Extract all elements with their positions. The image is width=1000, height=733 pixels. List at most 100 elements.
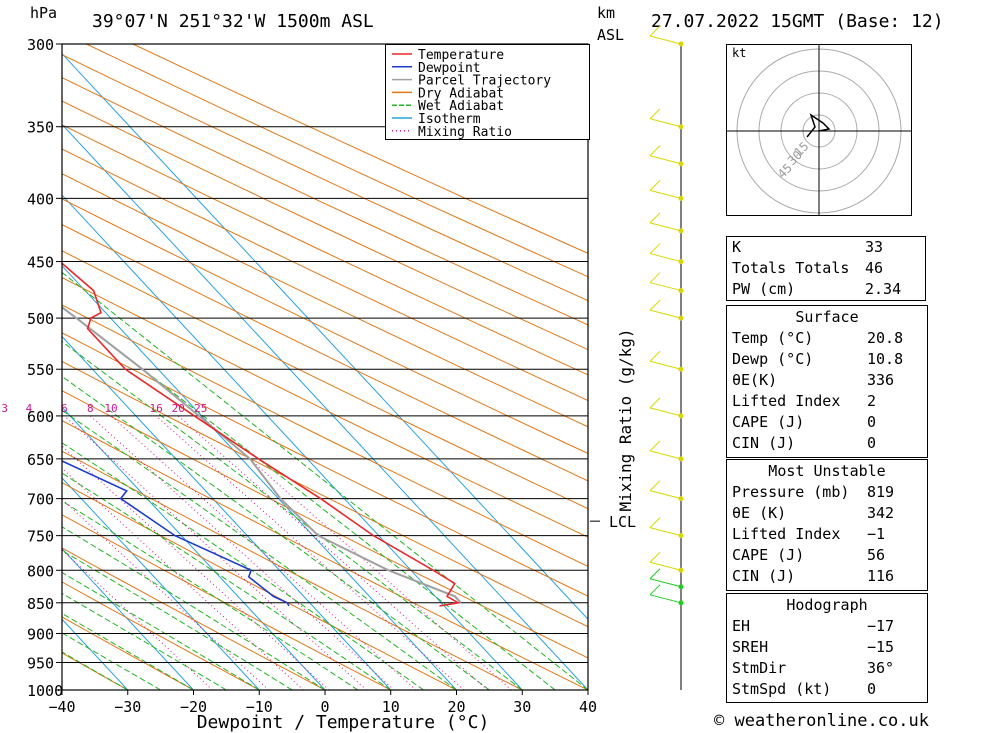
isotherm-line — [62, 194, 523, 690]
pressure-label: 1000 — [27, 682, 63, 700]
most-unstable-row-value: −1 — [867, 525, 886, 543]
mixing-ratio-label: 10 — [104, 402, 117, 415]
pressure-label: 600 — [27, 408, 54, 426]
index-row: PW (cm) 2.34 — [727, 279, 926, 301]
most-unstable-row: Pressure (mb) 819 — [727, 482, 927, 503]
wind-barb-flag — [649, 180, 661, 191]
x-tick-label: −40 — [48, 698, 75, 716]
wind-barb-flag — [649, 108, 661, 120]
wind-barb-staff — [649, 118, 682, 128]
surface-row-label: Dewp (°C) — [732, 350, 814, 368]
wind-barb-staff — [649, 594, 682, 604]
pressure-unit: hPa — [30, 4, 58, 22]
index-row-label: K — [732, 238, 742, 256]
x-tick-label: 20 — [447, 698, 465, 716]
index-row-label: PW (cm) — [732, 280, 796, 298]
surface-row-value: 0 — [867, 413, 877, 431]
index-row-value: 2.34 — [865, 280, 902, 298]
index-row-value: 33 — [865, 238, 884, 256]
wind-barb-flag — [649, 517, 661, 528]
wet-adiabat — [62, 409, 457, 690]
legend-entry: Dewpoint — [418, 61, 481, 76]
wind-barb-staff — [649, 578, 682, 588]
hodograph-unit: kt — [732, 46, 747, 60]
pressure-label: 300 — [27, 36, 54, 54]
surface-row-label: Lifted Index — [732, 392, 841, 410]
surface-row-value: 336 — [867, 371, 895, 389]
surface-row: CAPE (J) 0 — [727, 412, 927, 433]
legend-entry: Parcel Trajectory — [418, 74, 551, 89]
wind-barb-flag — [649, 584, 661, 596]
height-unit-km: km — [597, 4, 616, 22]
surface-row-value: 0 — [867, 434, 877, 452]
surface-row: Dewp (°C) 10.8 — [727, 349, 927, 370]
wind-barb-dot — [678, 124, 684, 130]
pressure-label: 900 — [27, 625, 54, 643]
wind-barb-staff — [649, 253, 682, 263]
isotherm-line — [62, 547, 194, 690]
index-row: Totals Totals 46 — [727, 258, 926, 279]
hodograph-stat-row-value: −15 — [867, 638, 895, 656]
legend-entry: Mixing Ratio — [418, 125, 512, 139]
isotherm-line — [62, 406, 326, 690]
wind-barb-flag — [649, 551, 661, 563]
index-row-label: Totals Totals — [732, 259, 850, 277]
wet-adiabat — [62, 571, 260, 690]
mixing-ratio-line — [110, 415, 417, 690]
hodograph-stat-row-label: EH — [732, 617, 751, 635]
dry-adiabat — [62, 148, 588, 402]
most-unstable-row-value: 819 — [867, 483, 895, 501]
pressure-label: 800 — [27, 562, 54, 580]
hodograph-stat-row-value: −17 — [867, 617, 895, 635]
x-tick-label: −20 — [180, 698, 207, 716]
most-unstable-title: Most Unstable — [768, 462, 886, 480]
hodograph-trace — [806, 113, 831, 138]
legend: Temperature Dewpoint Parcel Trajectory Dry … — [385, 44, 590, 140]
surface-row-value: 2 — [867, 392, 877, 410]
mixing-ratio-line — [89, 415, 395, 690]
indices-table: K 33 Totals Totals 46 PW (cm) 2.34 — [726, 236, 926, 301]
pressure-label: 550 — [27, 361, 54, 379]
surface-row-value: 20.8 — [867, 329, 904, 347]
hodograph: 15 30 45 kt — [726, 44, 912, 216]
datetime-title: 27.07.2022 15GMT (Base: 12) — [651, 11, 944, 32]
surface-row: CIN (J) 0 — [727, 433, 927, 454]
most-unstable-row: CIN (J) 116 — [727, 566, 927, 587]
wet-adiabat — [62, 592, 227, 690]
surface-row: Lifted Index 2 — [727, 391, 927, 412]
most-unstable-row-label: CAPE (J) — [732, 546, 805, 564]
legend-entry: Temperature — [418, 48, 504, 63]
wet-adiabat — [62, 651, 129, 690]
index-row: K 33 — [727, 237, 926, 259]
mixing-ratio-line — [155, 415, 465, 690]
dry-adiabat — [62, 332, 588, 597]
wind-barb-flag — [649, 243, 661, 254]
mixing-ratio-line — [177, 415, 488, 690]
wind-barb-flag — [649, 397, 661, 409]
wind-barb-flag — [649, 212, 661, 224]
wind-barb-flag — [649, 145, 661, 157]
wind-barb-staff — [649, 282, 682, 292]
dry-adiabat — [62, 54, 588, 302]
isotherm-line — [62, 52, 588, 620]
isotherm-line — [62, 335, 392, 690]
pressure-label: 650 — [27, 451, 54, 469]
wind-barb-staff — [649, 360, 682, 370]
dry-adiabat — [62, 100, 588, 351]
dry-adiabat — [62, 198, 588, 455]
copyright-link[interactable]: © weatheronline.co.uk — [714, 711, 929, 731]
legend-entry: Dry Adiabat — [418, 86, 504, 101]
isotherm-line — [62, 123, 588, 690]
hodograph-stats-title: Hodograph — [786, 596, 868, 614]
dry-adiabat — [62, 360, 588, 628]
pressure-label: 950 — [27, 654, 54, 672]
dry-adiabat — [62, 173, 588, 428]
wind-barb-staff — [649, 407, 682, 417]
dry-adiabat — [62, 652, 129, 690]
mixing-ratio-label: 4 — [26, 402, 33, 415]
mixing-ratio-axis-label: Mixing Ratio (g/kg) — [616, 328, 635, 511]
wind-barb-staff — [649, 527, 682, 537]
parcel-trajectory — [62, 306, 462, 604]
x-tick-label: 10 — [382, 698, 400, 716]
hodograph-stat-row: StmDir 36° — [727, 658, 927, 679]
